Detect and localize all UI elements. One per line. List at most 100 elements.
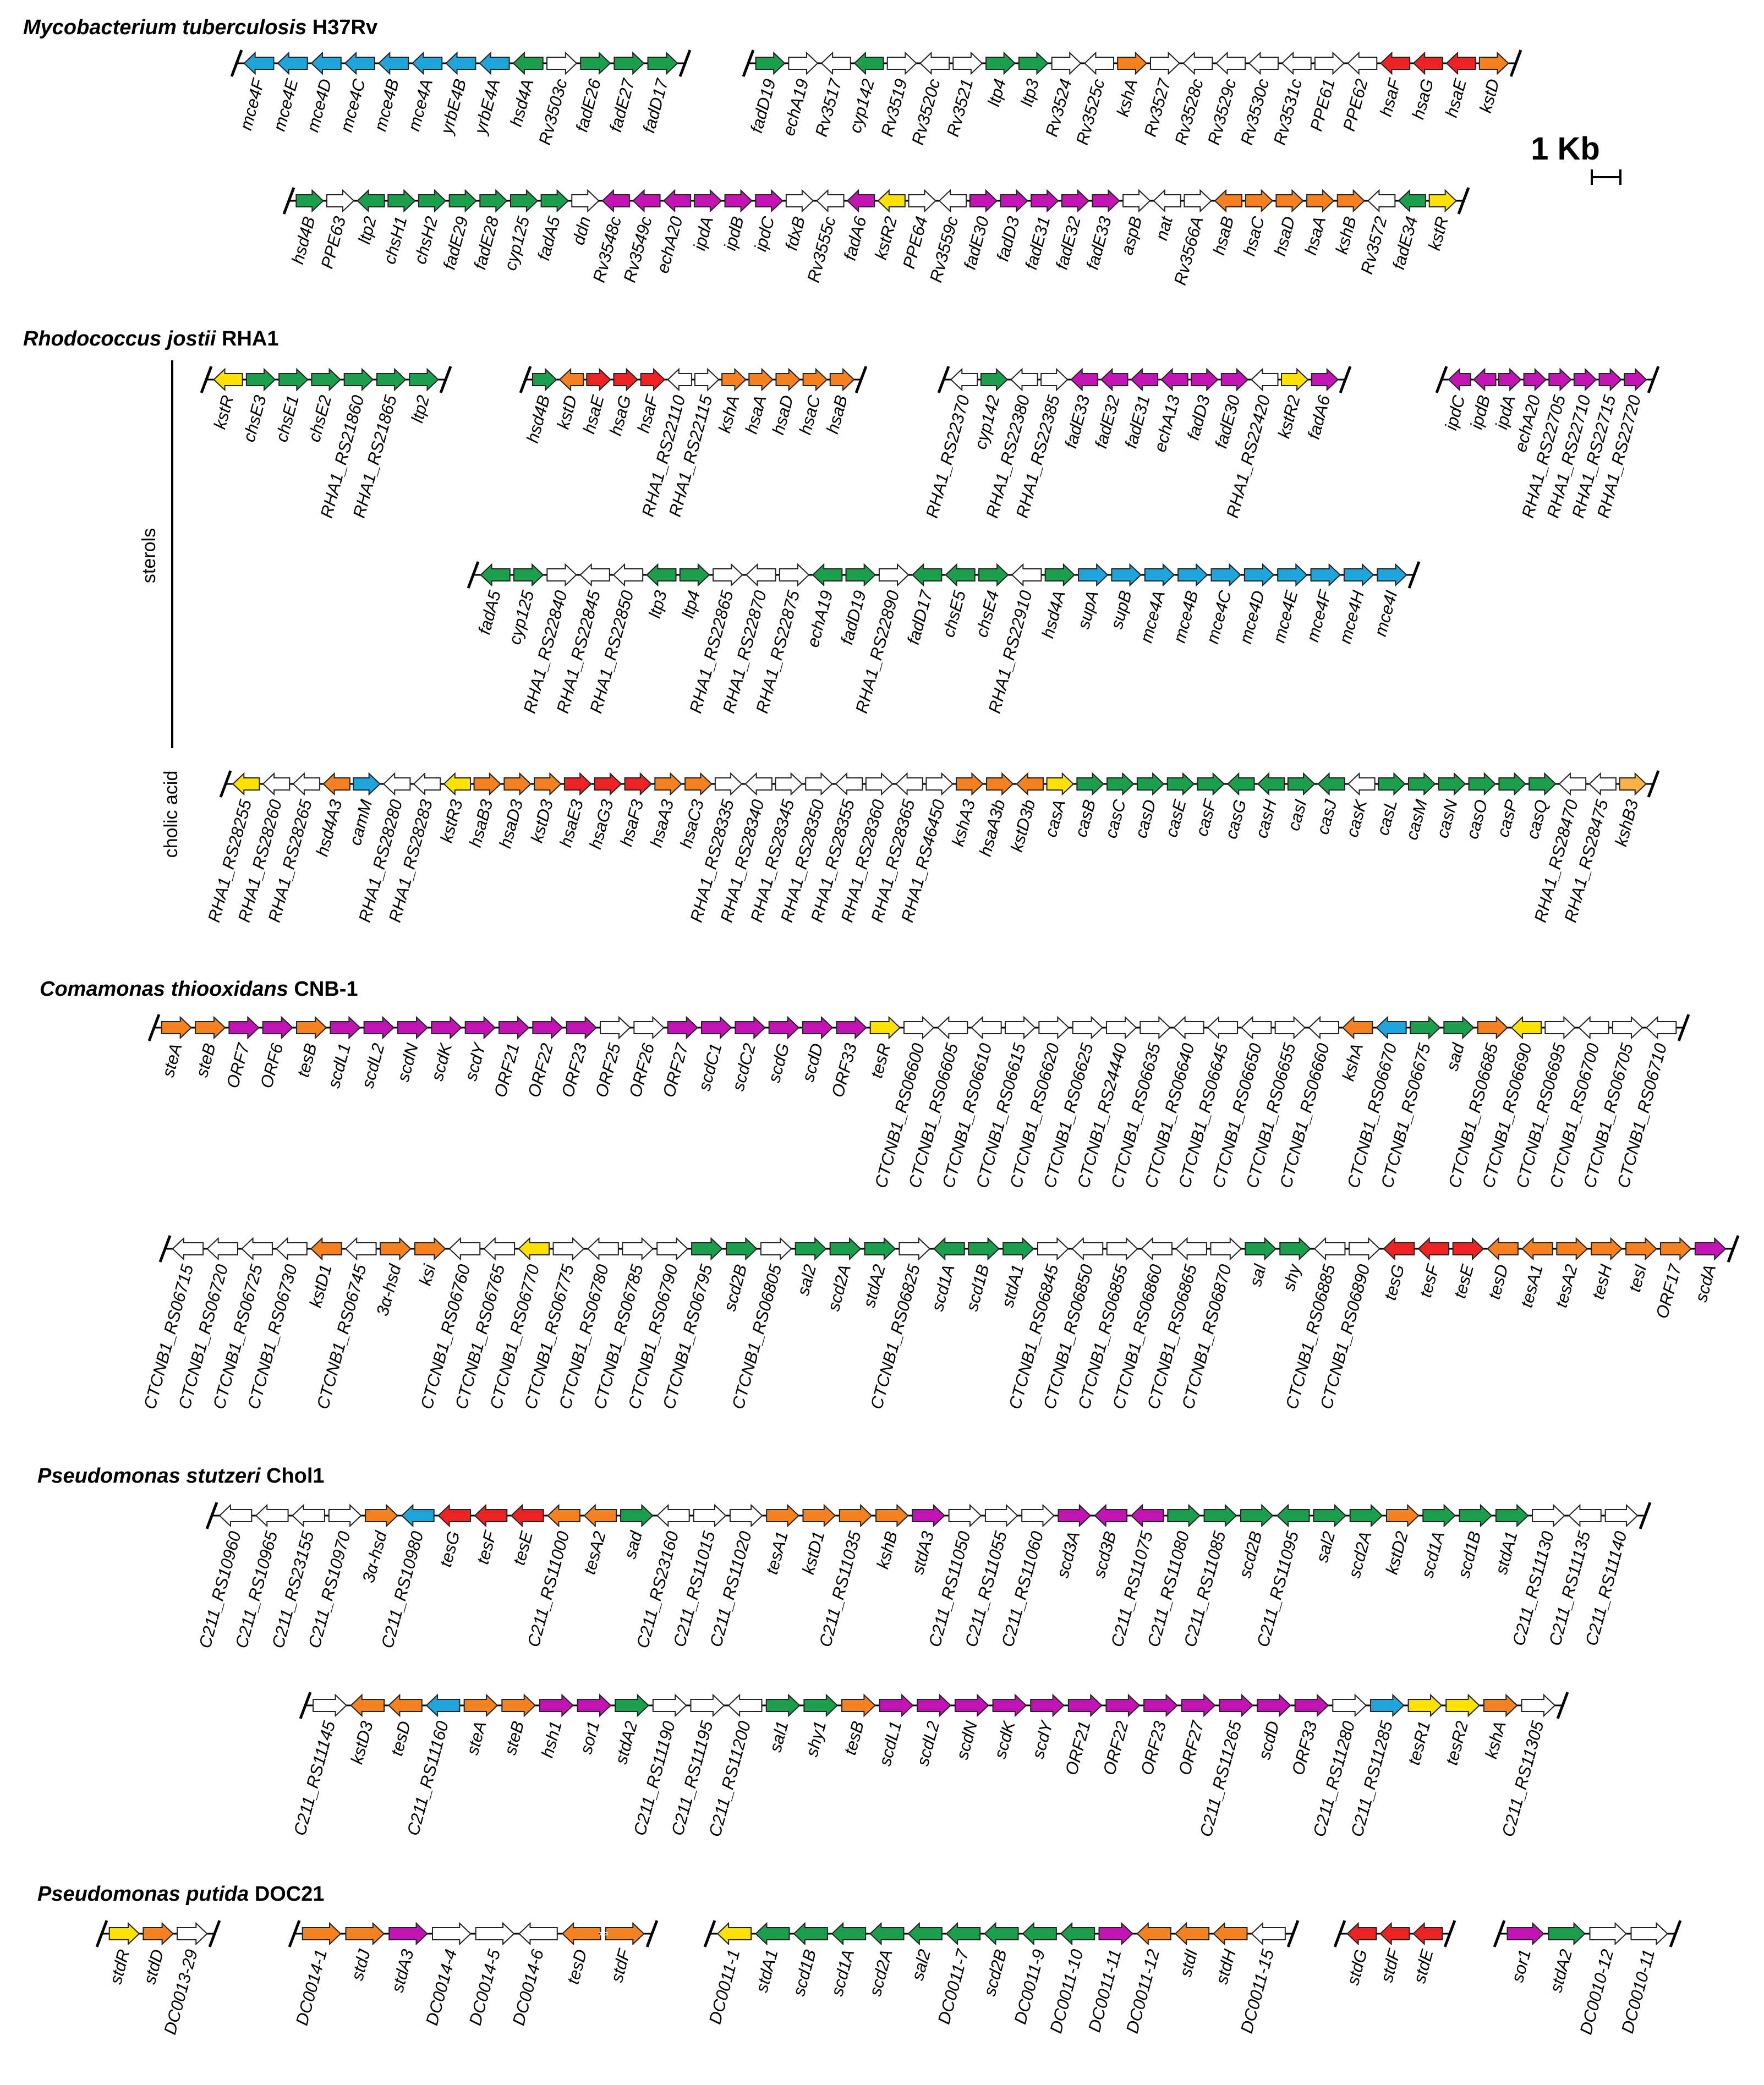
gene-label: scd1B [789,1947,820,1998]
gene-label: mce4H [1335,588,1368,645]
gene-arrow-kstd1 [310,1237,342,1261]
gene-arrow-sor1 [577,1693,612,1718]
gene-label: DC0011-9 [1010,1947,1049,2026]
gene-label: mce4B [370,77,403,133]
gene-arrow-scd1a [1422,1504,1456,1528]
gene-arrow-stdf [605,1922,645,1946]
contig-break-mark [1339,366,1352,393]
gene-arrow-orf27 [667,1016,699,1040]
gene-arrow-kstd2 [1386,1504,1420,1528]
gene-label: 3α-hsd [359,1528,391,1585]
gene-label: DC0010-11 [1618,1947,1658,2035]
gene-arrow-rha1-rs28283 [413,772,441,796]
gene-label: ORF23 [1137,1719,1170,1777]
contig-break-mark [519,366,532,393]
gene-arrow-ipdc [755,189,784,213]
gene-arrow-c211-rs11190 [652,1693,687,1718]
gene-arrow-ctcnb1-rs06715 [172,1237,204,1261]
gene-label: scd1B [962,1263,993,1313]
contig-break-mark [1435,366,1448,393]
gene-label: stdA2 [859,1263,889,1310]
gene-arrow-scd1a [933,1237,965,1261]
gene-arrow-ppe64 [908,189,936,213]
gene-arrow-casl [1378,772,1406,796]
gene-arrow-scd1b [793,1922,828,1946]
gene-arrow-yrbe4b [445,51,476,75]
gene-arrow-ppe62 [1347,51,1378,75]
gene-arrow-rha1-rs28350 [805,772,833,796]
gene-label: fdxB [781,215,809,253]
species-name: Rhodococcus jostii [23,327,217,350]
gene-label: ORF23 [558,1041,591,1100]
gene-arrow-rv3521 [952,51,983,75]
gene-arrow-sal2 [907,1922,943,1946]
gene-arrow-rha1-rs22385 [1040,367,1069,392]
gene-arrow-ctcnb1-rs06600 [903,1016,935,1040]
gene-arrow-hsab [1214,189,1243,213]
gene-arrow-cyp125 [510,189,539,213]
gene-arrow-ctcnb1-rs06670 [1376,1016,1407,1040]
gene-arrow-scdl2 [917,1693,952,1718]
gene-arrow-c211-rs11135 [1568,1504,1602,1528]
gene-arrow-hsaf [1380,51,1411,75]
gene-label: mce4I [1371,588,1401,638]
gene-arrow-fade30 [1220,367,1249,392]
gene-label: hsaE [1442,76,1470,119]
gene-arrow-stda2 [615,1693,650,1718]
scale-bar-label: 1 Kb [1531,131,1600,167]
gene-arrow-aspb [1122,189,1151,213]
gene-arrow-casf [1197,772,1225,796]
gene-arrow-rha1-rs22875 [779,563,810,587]
contig-break-mark [1333,1920,1346,1947]
gene-arrow-fdxb [785,189,814,213]
gene-arrow-c211-rs11200 [727,1693,763,1718]
gene-arrow-sad [1443,1016,1475,1040]
gene-arrow-echa13 [1160,367,1188,392]
gene-label: ksi [415,1262,440,1288]
gene-arrow-tesg [1383,1237,1415,1261]
gene-arrow-c211-rs11095 [1276,1504,1310,1528]
gene-arrow-rha1-rs21860 [343,367,374,392]
gene-label: ltp2 [407,393,433,425]
gene-arrow-ctcnb1-rs06725 [241,1237,273,1261]
gene-arrow-fade31 [1031,189,1059,213]
gene-arrow-scd3a [1058,1504,1092,1528]
gene-arrow-ctcnb1-rs06645 [1207,1016,1238,1040]
gene-label: scd1B [1454,1529,1484,1580]
gene-label: casC [1101,797,1130,840]
gene-label: chsE2 [304,393,335,444]
gene-arrow-ctcnb1-rs06655 [1274,1016,1306,1040]
gene-label: chsH1 [380,215,411,266]
gene-arrow-echa19 [812,563,843,587]
gene-arrow-orf33 [1294,1693,1329,1718]
gene-label: tesR2 [1442,1719,1472,1767]
gene-label: hsaD [1270,215,1299,258]
gene-arrow-hsad3 [503,772,532,796]
gene-label: casK [1343,797,1371,839]
gene-arrow-hsac [1245,189,1274,213]
gene-label: Rv3528c [1171,76,1207,147]
gene-arrow-stda3 [912,1504,946,1528]
gene-arrow-ctcnb1-rs06610 [971,1016,1002,1040]
gene-label: DC0014-5 [465,1947,505,2027]
gene-arrow-ipdb [1472,367,1497,392]
gene-label: DC0011-1 [705,1947,744,2026]
gene-arrow-ctcnb1-rs06730 [275,1237,308,1261]
gene-arrow-stdh [1213,1922,1248,1946]
gene-arrow-c211-rs10970 [328,1504,362,1528]
gene-arrow-fadd17 [911,563,943,587]
gene-arrow-fade30 [969,189,998,213]
gene-arrow-hsac3 [684,772,713,796]
gene-arrow-dc0011-7 [945,1922,981,1946]
gene-arrow-rha1-rs22840 [546,563,577,587]
gene-arrow-fada6 [846,189,875,213]
gene-arrow-orf7 [228,1016,260,1040]
gene-label: hsd4A [506,77,538,129]
gene-label: mce4E [1269,588,1302,645]
gene-arrow-scdl1 [879,1693,914,1718]
gene-arrow-chsh2 [418,189,447,213]
contig-break-mark [1407,561,1421,589]
gene-label: casG [1221,798,1251,841]
gene-label: 3α-hsd [372,1261,405,1318]
gene-label: Rv3559c [926,214,962,284]
